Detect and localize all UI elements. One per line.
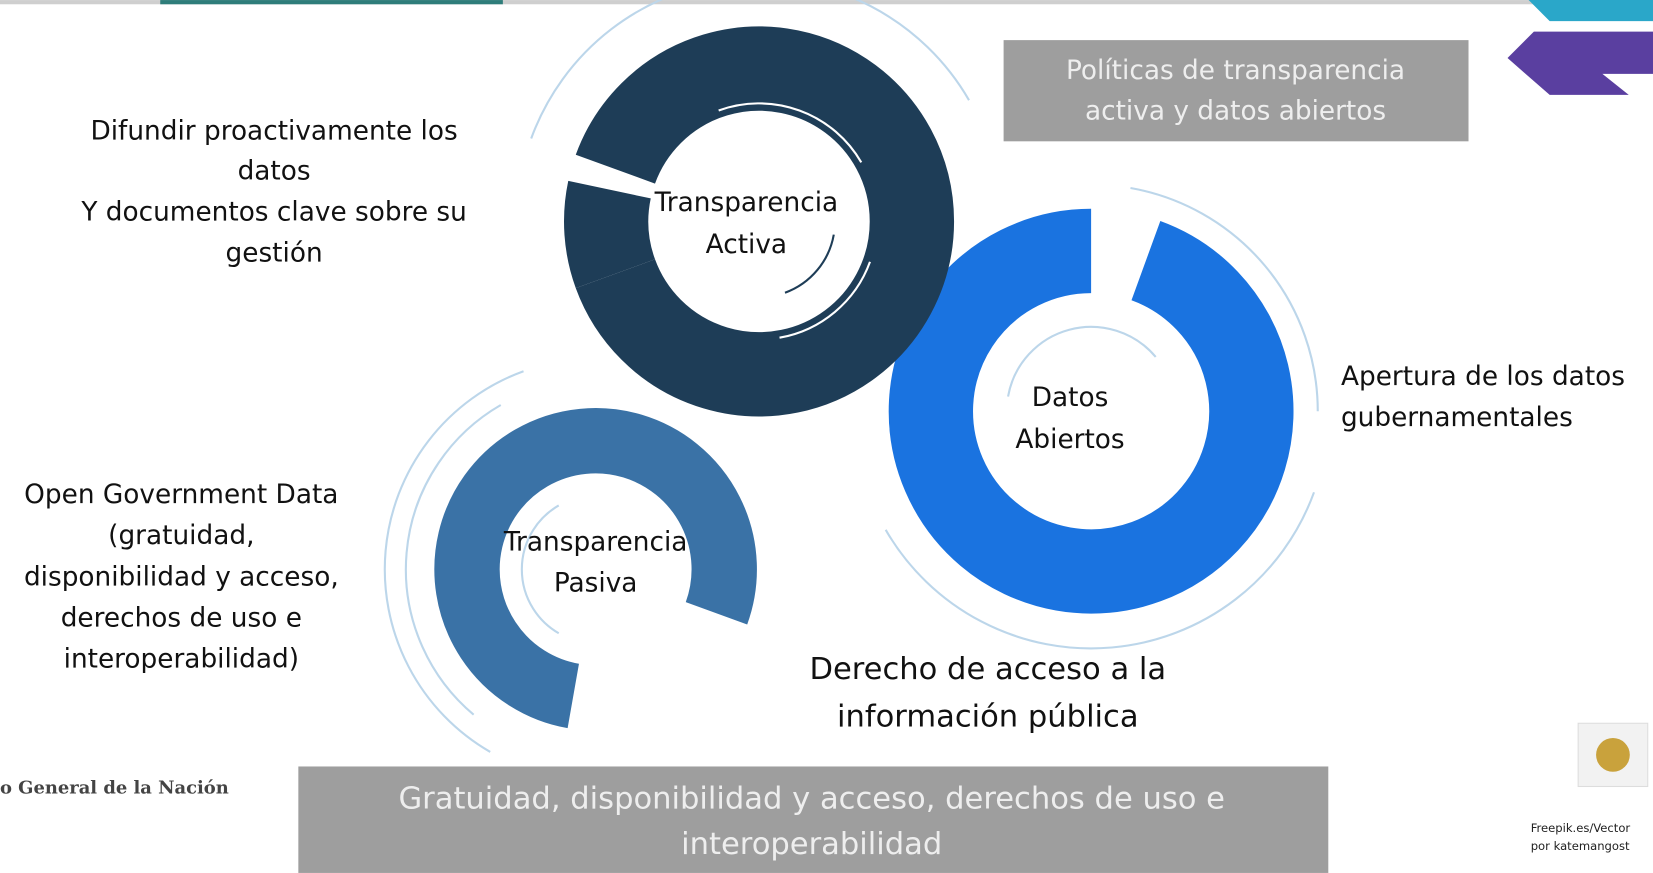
logo-part [1529, 0, 1653, 21]
page: { "nodes": [ {"label_lines": ["Transpare… [0, 0, 1653, 873]
organization: o General de la Nación [0, 778, 229, 799]
logo-part [1508, 32, 1653, 95]
node-label: Transparencia [654, 188, 839, 218]
credit: Freepik.es/Vector [1531, 821, 1631, 835]
ring [615, 69, 912, 375]
banner-text: Gratuidad, disponibilidad y acceso, dere… [398, 782, 1225, 817]
decor-arc [785, 235, 834, 293]
node-label: Pasiva [554, 569, 638, 599]
description: Open Government Data [24, 480, 338, 510]
banner-text: Políticas de transparencia [1066, 56, 1405, 86]
description: Derecho de acceso a la [809, 652, 1166, 687]
description: interoperabilidad) [64, 644, 299, 674]
node-label: Transparencia [503, 527, 688, 557]
credit: por katemangost [1531, 839, 1630, 853]
description: (gratuidad, [108, 521, 254, 551]
node-label: Activa [706, 230, 787, 260]
description: datos [238, 156, 311, 186]
top-bar-accent [160, 0, 503, 4]
description: Difundir proactivamente los [90, 116, 457, 146]
description: Apertura de los datos [1341, 362, 1625, 392]
description: gubernamentales [1341, 403, 1573, 433]
ring-segment [606, 190, 615, 274]
node-label: Abiertos [1015, 425, 1124, 455]
node-label: Datos [1032, 383, 1109, 413]
banner-text: interoperabilidad [681, 827, 942, 862]
banner-text: activa y datos abiertos [1085, 96, 1386, 126]
description: Y documentos clave sobre su [80, 198, 467, 228]
emblem-icon [1596, 738, 1630, 772]
description: gestión [226, 239, 323, 269]
description: disponibilidad y acceso, [24, 562, 339, 592]
description: derechos de uso e [61, 603, 302, 633]
description: información pública [837, 699, 1139, 734]
slide: Políticas de transparencia activa y dato… [0, 0, 1653, 873]
